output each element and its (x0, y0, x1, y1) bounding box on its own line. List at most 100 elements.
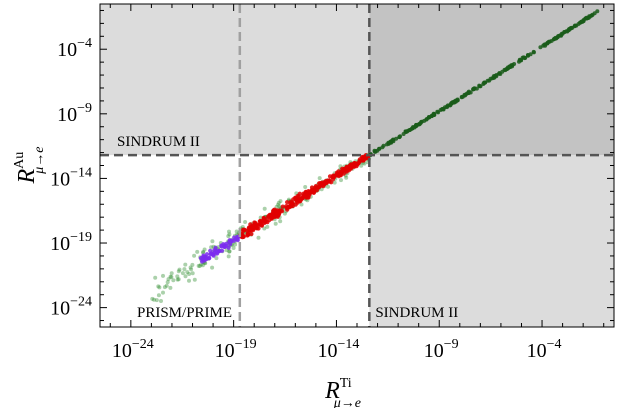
scatter-point-green (226, 234, 231, 239)
scatter-point-green (558, 33, 563, 38)
scatter-point-green (436, 110, 441, 115)
scatter-point-green (175, 274, 180, 279)
scatter-point-red (360, 156, 365, 161)
scatter-point-green (200, 263, 205, 268)
scatter-point-green (168, 274, 173, 279)
scatter-point-green (520, 55, 525, 60)
scatter-point-purple (200, 257, 205, 262)
scatter-point-green (165, 280, 170, 285)
scatter-point-green (339, 178, 343, 183)
prism-prime-label: PRISM/PRIME (137, 305, 232, 321)
excluded-region-au (100, 4, 370, 156)
y-tick-label: 10−14 (50, 165, 92, 190)
scatter-point-green (474, 86, 479, 91)
scatter-point-green (256, 235, 261, 240)
scatter-point-green (227, 249, 232, 254)
scatter-point-green (541, 43, 546, 48)
scatter-point-green (262, 226, 267, 231)
scatter-point-green (440, 107, 444, 112)
scatter-point-red (333, 173, 338, 178)
scatter-point-red (275, 214, 280, 219)
scatter-point-purple (201, 253, 206, 258)
x-tick-label: 10−24 (112, 337, 154, 362)
scatter-point-green (459, 95, 464, 100)
scatter-point-green (303, 185, 308, 189)
scatter-point-red (341, 167, 346, 172)
scatter-point-green (466, 90, 471, 95)
scatter-point-purple (219, 243, 224, 248)
scatter-point-red (275, 209, 280, 214)
scatter-point-green (277, 204, 282, 209)
scatter-point-purple (228, 242, 233, 247)
scatter-point-green (276, 200, 281, 205)
scatter-point-green (180, 271, 185, 276)
scatter-point-green (478, 84, 483, 89)
scatter-point-green (595, 9, 600, 14)
scatter-point-green (156, 284, 161, 289)
scatter-point-green (169, 271, 174, 276)
scatter-point-green (168, 285, 173, 290)
scatter-point-red (348, 165, 353, 171)
plot-area: SINDRUM II SINDRUM II PRISM/PRIME (99, 3, 615, 328)
scatter-point-green (414, 122, 419, 127)
scatter-point-purple (235, 237, 240, 242)
scatter-point-red (250, 223, 255, 228)
scatter-point-green (432, 111, 437, 116)
scatter-point-green (159, 299, 163, 303)
scatter-point-green (258, 215, 263, 220)
scatter-point-green (183, 274, 188, 279)
scatter-point-green (273, 221, 278, 226)
scatter-point-green (157, 285, 162, 290)
scatter-point-red (241, 234, 246, 239)
scatter-point-green (546, 40, 550, 45)
scatter-point-green (189, 267, 194, 272)
y-tick-label: 10−19 (50, 230, 92, 255)
scatter-point-green (161, 273, 165, 278)
scatter-point-red (304, 195, 309, 200)
scatter-point-green (282, 211, 287, 216)
scatter-point-green (187, 278, 191, 283)
scatter-point-red (297, 199, 302, 204)
scatter-point-green (463, 92, 468, 97)
scatter-point-green (362, 161, 367, 166)
scatter-point-green (187, 272, 192, 276)
scatter-point-red (284, 205, 289, 210)
scatter-point-green (176, 277, 181, 282)
scatter-point-green (169, 275, 174, 279)
scatter-point-red (261, 215, 266, 220)
scatter-point-red (344, 164, 349, 169)
scatter-point-green (227, 232, 232, 237)
scatter-point-green (192, 277, 197, 282)
scatter-point-green (182, 267, 187, 272)
sindrum-au-label: SINDRUM II (117, 134, 200, 150)
scatter-point-red (338, 172, 343, 177)
scatter-point-green (566, 28, 571, 32)
scatter-point-green (517, 58, 522, 63)
scatter-point-green (156, 293, 161, 298)
scatter-point-green (233, 242, 238, 247)
scatter-point-red (249, 231, 254, 237)
scatter-point-green (587, 14, 592, 19)
y-tick-label: 10−4 (57, 36, 92, 61)
scatter-point-red (253, 220, 258, 225)
sindrum-ti-label: SINDRUM II (375, 305, 458, 321)
scatter-point-green (154, 298, 159, 303)
scatter-point-green (152, 297, 156, 302)
scatter-point-red (258, 222, 263, 227)
scatter-point-green (483, 80, 487, 85)
scatter-point-green (209, 245, 214, 250)
scatter-point-green (227, 249, 232, 254)
scatter-point-purple (212, 248, 217, 253)
scatter-point-green (161, 290, 165, 295)
x-axis-ticks: 10−24 10−19 10−14 10−9 10−4 (109, 4, 605, 362)
scatter-point-green (380, 145, 385, 150)
x-tick-label: 10−9 (424, 337, 459, 362)
scatter-point-green (210, 265, 215, 270)
scatter-point-green (175, 277, 180, 282)
scatter-point-green (574, 23, 579, 28)
y-axis-ticks: 10−24 10−19 10−14 10−9 10−4 (50, 9, 614, 322)
y-tick-label: 10−9 (57, 101, 92, 126)
scatter-point-green (188, 265, 193, 270)
scatter-point-green (197, 264, 202, 268)
